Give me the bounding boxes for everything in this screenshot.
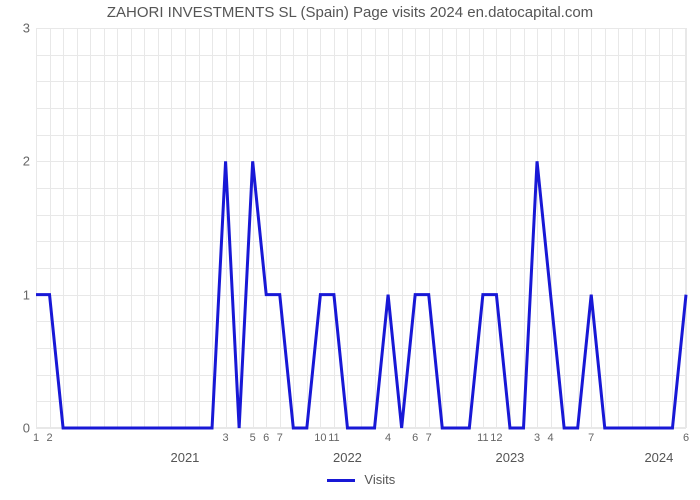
x-tick-minor-label: 12	[490, 432, 502, 444]
x-tick-minor-label: 10	[314, 432, 326, 444]
x-tick-minor-label: 5	[250, 432, 256, 444]
visits-line-series	[36, 28, 686, 428]
legend: Visits	[36, 472, 686, 487]
y-tick-label: 1	[10, 287, 30, 302]
x-tick-minor-label: 4	[548, 432, 554, 444]
x-tick-minor-label: 11	[477, 432, 488, 444]
x-tick-major-label: 2024	[644, 450, 673, 465]
x-tick-minor-label: 7	[277, 432, 283, 444]
chart-title: ZAHORI INVESTMENTS SL (Spain) Page visit…	[0, 4, 700, 21]
x-tick-minor-label: 6	[412, 432, 418, 444]
y-tick-label: 0	[10, 421, 30, 436]
x-tick-minor-label: 11	[328, 432, 339, 444]
x-tick-major-label: 2023	[495, 450, 524, 465]
x-tick-minor-label: 6	[263, 432, 269, 444]
x-tick-minor-label: 3	[534, 432, 540, 444]
x-tick-major-label: 2021	[170, 450, 199, 465]
x-tick-minor-label: 1	[33, 432, 39, 444]
gridline-vertical	[686, 28, 687, 428]
legend-swatch	[327, 479, 355, 482]
x-tick-minor-label: 3	[223, 432, 229, 444]
x-tick-minor-label: 2	[46, 432, 52, 444]
y-tick-label: 2	[10, 154, 30, 169]
x-tick-minor-label: 6	[683, 432, 689, 444]
x-tick-minor-label: 4	[385, 432, 391, 444]
x-tick-major-label: 2022	[333, 450, 362, 465]
legend-label: Visits	[364, 472, 395, 487]
plot-area: 0123123567101146711123476202120222023202…	[36, 28, 686, 428]
y-tick-label: 3	[10, 21, 30, 36]
x-tick-minor-label: 7	[588, 432, 594, 444]
x-tick-minor-label: 7	[426, 432, 432, 444]
